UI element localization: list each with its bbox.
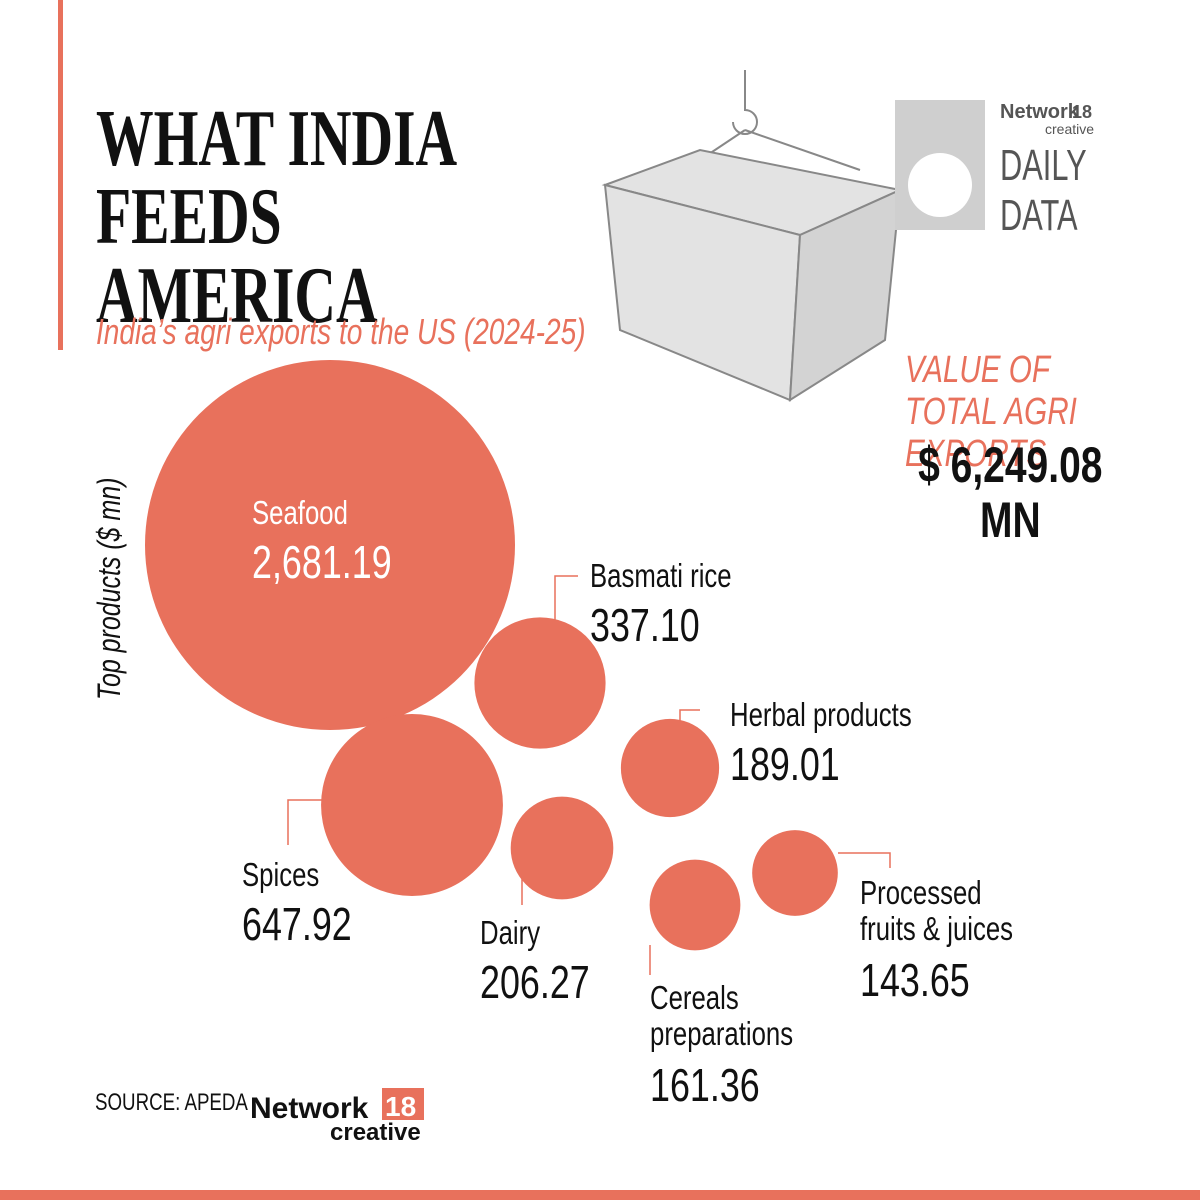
bubble <box>620 718 720 818</box>
bottom-bar <box>0 1190 1200 1200</box>
category-label: Spices <box>242 856 320 893</box>
source: SOURCE: APEDA <box>95 1089 248 1116</box>
axis-label: Top products ($ mn) <box>91 477 127 700</box>
bubble <box>321 714 503 896</box>
footer-creative: creative <box>330 1119 421 1146</box>
category-label: Herbal products <box>730 696 912 733</box>
value-label: 206.27 <box>480 956 590 1008</box>
brand-creative: creative <box>1045 121 1094 137</box>
daily-data-logo <box>895 100 985 230</box>
chart-title: WHAT INDIA FEEDS AMERICA <box>96 95 454 340</box>
footer-badge <box>382 1088 424 1120</box>
accent-bar <box>58 0 63 350</box>
value-label: 2,681.19 <box>252 536 392 588</box>
category-label: Processed fruits & juices <box>860 874 1014 948</box>
bubble <box>474 617 606 749</box>
connector <box>554 575 578 640</box>
bubble <box>752 830 838 916</box>
bubble <box>145 360 515 730</box>
bubble <box>649 859 741 951</box>
category-label: Dairy <box>480 914 541 951</box>
subtitle: India’s agri exports to the US (2024-25) <box>96 311 586 352</box>
bubble <box>510 796 614 900</box>
connector <box>287 799 322 845</box>
value-label: 143.65 <box>860 954 970 1006</box>
category-label: Seafood <box>252 494 348 531</box>
container-illustration <box>601 70 904 402</box>
total-value: $ 6,249.08 MN <box>918 437 1103 548</box>
footer-network: Network <box>250 1092 369 1125</box>
value-label: 189.01 <box>730 738 840 790</box>
category-label: Basmati rice <box>590 557 732 594</box>
connector <box>838 852 891 868</box>
brand-number: 18 <box>1072 102 1092 122</box>
value-label: 161.36 <box>650 1059 760 1111</box>
total-label: VALUE OF TOTAL AGRI EXPORTS <box>905 349 1077 475</box>
value-label: 337.10 <box>590 599 700 651</box>
category-label: Cereals preparations <box>650 979 794 1053</box>
series-line1: DAILY <box>1000 142 1087 191</box>
value-label: 647.92 <box>242 898 352 950</box>
series-line2: DATA <box>1000 192 1078 241</box>
brand-network: Network <box>1000 101 1080 123</box>
footer-number: 18 <box>385 1091 416 1122</box>
